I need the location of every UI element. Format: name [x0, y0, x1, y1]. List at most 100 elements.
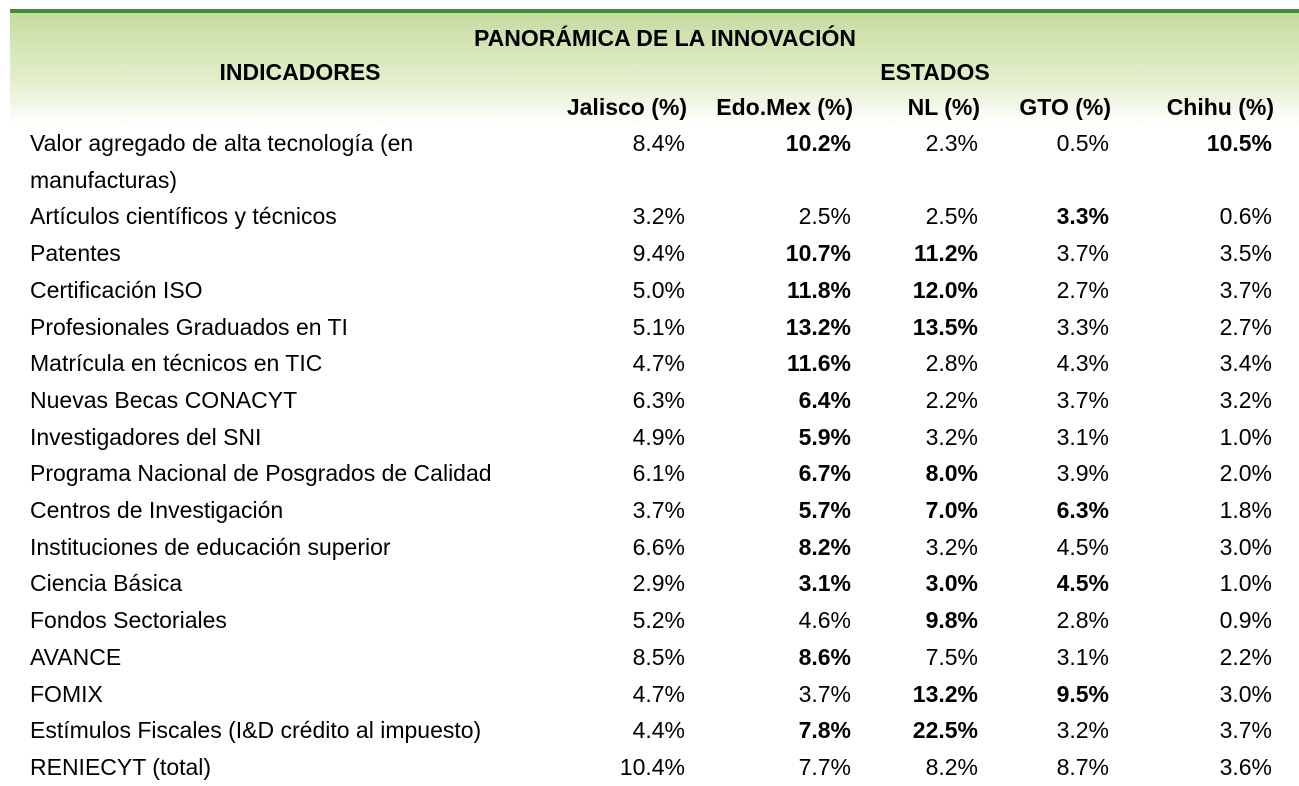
value-cell: 8.2% [798, 533, 851, 560]
value-cell: 3.5% [1219, 240, 1272, 267]
value-cell: 8.2% [925, 753, 978, 780]
value-cell: 2.2% [1219, 643, 1272, 670]
value-cell: 10.4% [619, 753, 685, 780]
value-cell: 10.7% [785, 240, 851, 267]
value-cell: 3.1% [798, 570, 851, 597]
value-cell: 4.5% [1056, 533, 1109, 560]
value-cell: 0.5% [1056, 130, 1109, 156]
value-cell: 4.5% [1056, 570, 1109, 597]
value-cell: 10.5% [1206, 130, 1272, 156]
value-cell: 5.9% [798, 423, 851, 450]
value-cell: 11.6% [787, 350, 851, 377]
row-label: FOMIX [30, 680, 103, 707]
value-cell: 6.3% [1056, 497, 1109, 523]
row-label: Certificación ISO [30, 276, 203, 303]
value-cell: 9.8% [925, 607, 978, 634]
value-cell: 8.5% [632, 643, 685, 670]
value-cell: 3.7% [632, 497, 685, 523]
value-cell: 2.5% [798, 203, 851, 230]
value-cell: 5.2% [632, 607, 685, 634]
value-cell: 5.0% [632, 276, 685, 303]
value-cell: 3.2% [925, 533, 978, 560]
value-cell: 5.7% [798, 497, 851, 523]
value-cell: 3.2% [1219, 386, 1272, 413]
value-cell: 1.8% [1219, 497, 1272, 523]
value-cell: 9.4% [632, 240, 685, 267]
column-header: Chihu (%) [1166, 94, 1274, 120]
value-cell: 6.6% [632, 533, 685, 560]
value-cell: 3.0% [1219, 533, 1272, 560]
value-cell: 7.7% [798, 753, 851, 780]
value-cell: 11.8% [787, 276, 851, 303]
value-cell: 2.8% [925, 350, 978, 377]
value-cell: 3.1% [1056, 643, 1109, 670]
value-cell: 2.9% [632, 570, 685, 597]
value-cell: 4.3% [1056, 350, 1109, 377]
value-cell: 2.8% [1056, 607, 1109, 634]
value-cell: 3.3% [1056, 313, 1109, 340]
row-label: RENIECYT (total) [30, 753, 212, 780]
column-header: Jalisco (%) [566, 94, 687, 120]
value-cell: 0.9% [1219, 607, 1272, 634]
value-cell: 2.0% [1219, 460, 1272, 487]
indicators-label: INDICADORES [219, 59, 381, 85]
value-cell: 8.7% [1056, 753, 1109, 780]
value-cell: 3.6% [1219, 753, 1272, 780]
value-cell: 5.1% [632, 313, 685, 340]
value-cell: 4.4% [632, 717, 685, 744]
row-label: Instituciones de educación superior [30, 533, 391, 560]
value-cell: 9.5% [1056, 680, 1109, 707]
value-cell: 12.0% [912, 276, 978, 303]
value-cell: 3.7% [1056, 240, 1109, 267]
header-band [10, 13, 1299, 125]
value-cell: 7.0% [925, 497, 978, 523]
title: PANORÁMICA DE LA INNOVACIÓN [473, 25, 857, 51]
row-label: Fondos Sectoriales [30, 607, 227, 634]
value-cell: 6.1% [632, 460, 685, 487]
row-label: Valor agregado de alta tecnología (en ma… [30, 130, 414, 193]
column-header: GTO (%) [1019, 94, 1111, 120]
value-cell: 3.7% [1219, 276, 1272, 303]
value-cell: 3.1% [1056, 423, 1109, 450]
value-cell: 6.4% [798, 386, 851, 413]
value-cell: 3.7% [798, 680, 851, 707]
value-cell: 8.6% [798, 643, 851, 670]
value-cell: 2.7% [1219, 313, 1272, 340]
value-cell: 7.8% [798, 717, 851, 744]
value-cell: 8.4% [632, 130, 685, 156]
row-label: Patentes [30, 240, 121, 267]
value-cell: 3.2% [632, 203, 685, 230]
value-cell: 3.3% [1056, 203, 1109, 230]
value-cell: 3.2% [1056, 717, 1109, 744]
value-cell: 13.5% [912, 313, 978, 340]
states-label: ESTADOS [880, 59, 990, 85]
row-label: AVANCE [30, 643, 122, 670]
value-cell: 3.4% [1219, 350, 1272, 377]
value-cell: 3.7% [1056, 386, 1109, 413]
column-header: NL (%) [907, 94, 980, 120]
value-cell: 3.2% [925, 423, 978, 450]
value-cell: 13.2% [912, 680, 978, 707]
row-label: Nuevas Becas CONACYT [30, 386, 298, 413]
value-cell: 10.2% [785, 130, 851, 156]
value-cell: 1.0% [1219, 423, 1272, 450]
value-cell: 6.7% [798, 460, 851, 487]
value-cell: 8.0% [925, 460, 978, 487]
value-cell: 13.2% [785, 313, 851, 340]
row-label: Matrícula en técnicos en TIC [30, 350, 323, 377]
value-cell: 4.7% [632, 350, 685, 377]
value-cell: 6.3% [632, 386, 685, 413]
value-cell: 11.2% [914, 240, 978, 267]
value-cell: 3.0% [1219, 680, 1272, 707]
value-cell: 4.9% [632, 423, 685, 450]
value-cell: 2.7% [1056, 276, 1109, 303]
row-label: Programa Nacional de Posgrados de Calida… [30, 460, 492, 487]
row-label: Investigadores del SNI [30, 423, 262, 450]
value-cell: 4.6% [798, 607, 851, 634]
value-cell: 3.9% [1056, 460, 1109, 487]
row-label: Estímulos Fiscales (I&D crédito al impue… [30, 717, 482, 744]
value-cell: 2.5% [925, 203, 978, 230]
column-header: Edo.Mex (%) [716, 94, 853, 120]
value-cell: 4.7% [632, 680, 685, 707]
